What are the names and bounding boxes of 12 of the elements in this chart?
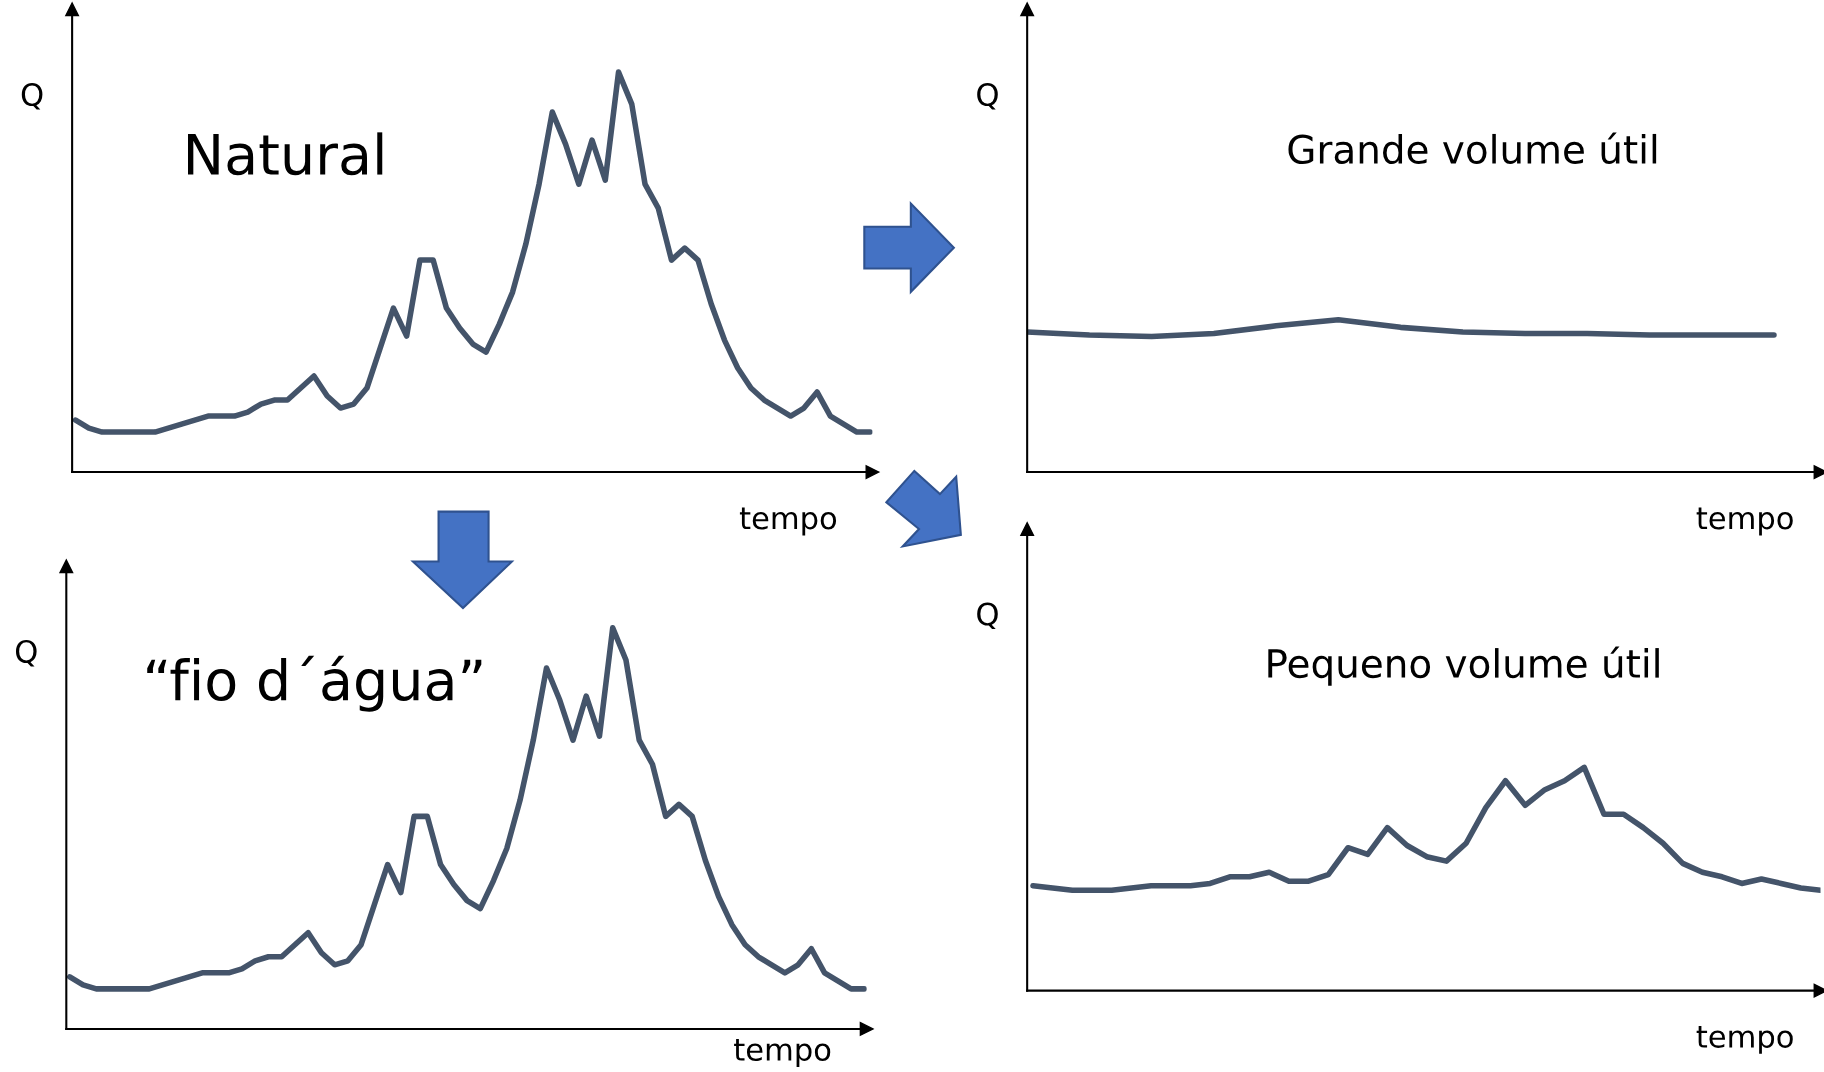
y-axis-title: Q xyxy=(977,602,998,630)
text: Natural xyxy=(188,132,383,176)
chart-title: Grande volume útil xyxy=(1288,132,1657,165)
y-axis-title: Q xyxy=(15,639,37,667)
y-axis-title: Q xyxy=(977,82,998,110)
x-axis-title: tempo xyxy=(1696,507,1793,536)
x-axis-title: tempo xyxy=(734,1039,831,1067)
x-axis-title: tempo xyxy=(739,507,837,536)
chart-title: Pequeno volume útil xyxy=(1268,646,1659,686)
text: “fio d´água” xyxy=(147,655,482,712)
y-axis-title: Q xyxy=(21,82,43,110)
x-axis-title: tempo xyxy=(1696,1026,1793,1054)
